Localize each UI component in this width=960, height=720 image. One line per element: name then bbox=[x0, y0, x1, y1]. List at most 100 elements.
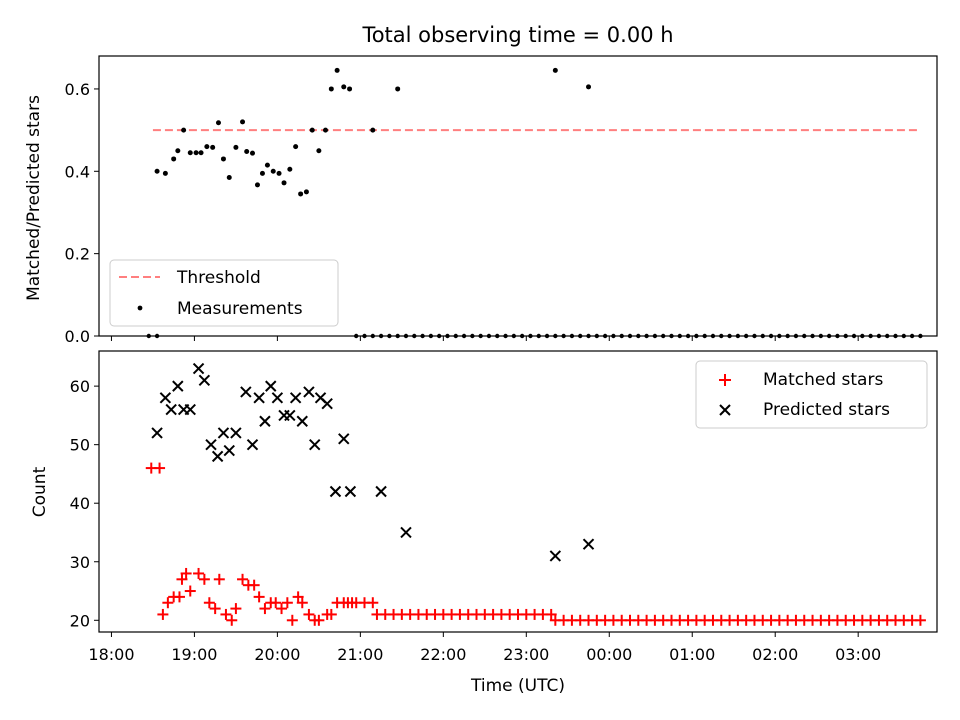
measurement-point bbox=[254, 182, 260, 188]
matched-star-point bbox=[226, 614, 238, 626]
matched-star-point bbox=[193, 567, 205, 579]
count-marks bbox=[145, 362, 926, 626]
measurement-point bbox=[171, 156, 177, 162]
measurement-point bbox=[303, 189, 309, 195]
measurement-point bbox=[370, 127, 376, 133]
matched-star-point bbox=[325, 608, 337, 620]
predicted-star-point bbox=[271, 392, 284, 404]
predicted-star-point bbox=[284, 409, 296, 422]
predicted-star-point bbox=[198, 374, 211, 386]
x-tick-label: 19:00 bbox=[171, 645, 217, 664]
legend-matched-swatch bbox=[719, 374, 731, 386]
x-tick-label: 01:00 bbox=[669, 645, 715, 664]
matched-star-point bbox=[180, 567, 192, 579]
measurement-point bbox=[215, 120, 221, 126]
measurement-point bbox=[293, 144, 299, 150]
measurement-point bbox=[240, 119, 246, 125]
predicted-star-point bbox=[165, 403, 177, 416]
x-tick-label: 20:00 bbox=[254, 645, 300, 664]
predicted-star-point bbox=[338, 433, 350, 445]
y-tick-label: 0.4 bbox=[65, 162, 90, 181]
y-tick-label: 60 bbox=[70, 377, 90, 396]
predicted-star-point bbox=[211, 450, 224, 463]
measurement-point bbox=[347, 86, 353, 92]
x-tick-label: 23:00 bbox=[503, 645, 549, 664]
measurement-point bbox=[276, 170, 282, 176]
predicted-star-point bbox=[184, 403, 196, 416]
y-tick-label: 0.2 bbox=[65, 245, 90, 264]
predicted-star-point bbox=[217, 427, 230, 439]
matched-star-point bbox=[220, 608, 232, 620]
predicted-star-point bbox=[246, 438, 259, 451]
y-tick-label: 0.0 bbox=[65, 327, 90, 346]
matched-star-point bbox=[296, 597, 308, 609]
predicted-star-point bbox=[205, 438, 217, 451]
predicted-star-point bbox=[321, 397, 333, 410]
matched-star-point bbox=[230, 603, 242, 615]
matched-star-point bbox=[209, 603, 221, 615]
predicted-star-point bbox=[329, 485, 342, 498]
predicted-star-point bbox=[344, 485, 357, 498]
matched-star-point bbox=[367, 597, 379, 609]
predicted-star-point bbox=[265, 380, 277, 392]
matched-star-point bbox=[184, 585, 196, 597]
measurement-point bbox=[198, 150, 204, 156]
measurement-point bbox=[162, 170, 168, 176]
measurement-point bbox=[233, 144, 239, 150]
matched-star-point bbox=[154, 462, 166, 474]
count-legend: Matched stars Predicted stars bbox=[695, 360, 928, 429]
measurement-point bbox=[287, 166, 293, 172]
predicted-star-point bbox=[230, 427, 242, 439]
measurement-point bbox=[323, 127, 329, 133]
ratio-y-ticks: 0.0 0.2 0.4 0.6 bbox=[65, 80, 99, 346]
ratio-axes-frame bbox=[98, 55, 938, 337]
x-tick-label: 22:00 bbox=[420, 645, 466, 664]
measurement-point bbox=[270, 168, 276, 174]
matched-star-point bbox=[545, 608, 557, 620]
y-tick-label: 20 bbox=[70, 611, 90, 630]
legend-measurements-swatch bbox=[137, 305, 143, 311]
matched-star-point bbox=[157, 608, 169, 620]
legend-threshold-label: Threshold bbox=[176, 268, 261, 288]
legend-matched-label: Matched stars bbox=[763, 370, 883, 390]
measurement-point bbox=[204, 144, 210, 150]
matched-star-point bbox=[281, 597, 293, 609]
predicted-star-point bbox=[309, 438, 321, 451]
count-axes-frame bbox=[98, 350, 938, 633]
measurement-point bbox=[552, 67, 558, 73]
predicted-star-point bbox=[159, 392, 172, 404]
predicted-star-point bbox=[223, 444, 235, 457]
measurement-point bbox=[395, 86, 401, 92]
x-tick-label: 02:00 bbox=[752, 645, 798, 664]
measurement-point bbox=[187, 150, 193, 156]
predicted-star-point bbox=[303, 386, 315, 398]
matched-star-point bbox=[286, 614, 298, 626]
matched-star-point bbox=[203, 597, 215, 609]
measurement-point bbox=[220, 156, 226, 162]
measurement-point bbox=[341, 84, 347, 90]
y-tick-label: 40 bbox=[70, 494, 90, 513]
matched-star-point bbox=[198, 573, 210, 585]
measurement-point bbox=[175, 148, 181, 154]
matched-star-point bbox=[259, 603, 271, 615]
predicted-star-point bbox=[151, 427, 163, 439]
measurement-point bbox=[586, 84, 592, 90]
y-tick-label: 0.6 bbox=[65, 80, 90, 99]
legend-measurements-label: Measurements bbox=[177, 299, 303, 319]
ratio-x-ticks bbox=[110, 336, 859, 341]
count-legend-box bbox=[695, 360, 928, 429]
matched-star-point bbox=[173, 591, 185, 603]
count-y-ticks: 20 30 40 50 60 bbox=[70, 377, 99, 630]
measurement-point bbox=[328, 86, 334, 92]
matched-star-point bbox=[248, 579, 260, 591]
matched-star-point bbox=[162, 597, 174, 609]
matched-star-point bbox=[237, 573, 249, 585]
predicted-star-point bbox=[375, 485, 387, 498]
matched-star-point bbox=[176, 573, 188, 585]
x-tick-label: 03:00 bbox=[835, 645, 881, 664]
matched-star-point bbox=[253, 591, 265, 603]
x-tick-label: 18:00 bbox=[88, 645, 134, 664]
predicted-star-point bbox=[582, 538, 595, 550]
